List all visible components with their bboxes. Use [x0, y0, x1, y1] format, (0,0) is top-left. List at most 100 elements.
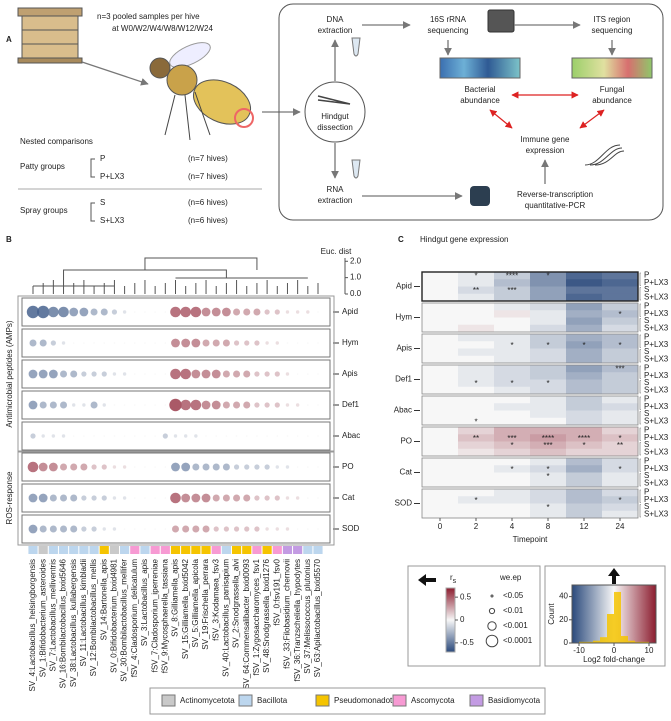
group-label: S+LX3 [644, 478, 669, 487]
phylum-cell [303, 546, 313, 554]
correlation-bubble [192, 525, 200, 533]
heat-cell [494, 496, 531, 504]
heat-cell [422, 293, 459, 302]
correlation-bubble [264, 371, 270, 377]
hist-bar [635, 641, 642, 643]
correlation-bubble [154, 342, 156, 344]
heat-cell [566, 334, 603, 342]
correlation-bubble [295, 403, 300, 407]
workflow-text: Hindgut [321, 112, 349, 121]
correlation-bubble [69, 307, 79, 317]
heat-cell [422, 510, 459, 519]
correlation-bubble [164, 528, 167, 530]
taxon-label: SV_8:Gilliamella_apis [171, 559, 180, 637]
phylum-cell [130, 546, 140, 554]
workflow-text: RNA [327, 185, 345, 194]
heat-cell [494, 417, 531, 426]
hist-y-label: Count [547, 603, 556, 625]
correlation-bubble [191, 493, 201, 503]
correlation-bubble [233, 308, 241, 316]
correlation-bubble [164, 311, 167, 313]
correlation-bubble [190, 399, 202, 411]
bee-leg [184, 94, 191, 141]
gene-row-box [21, 452, 331, 482]
correlation-bubble [274, 402, 280, 408]
correlation-bubble [222, 370, 230, 378]
correlation-bubble [39, 401, 47, 409]
heat-cell [458, 410, 495, 419]
heat-cell [494, 379, 531, 388]
significance: **** [542, 434, 554, 443]
group-label: P+LX3 [644, 464, 669, 473]
correlation-bubble [212, 463, 220, 471]
correlation-bubble [254, 464, 260, 470]
correlation-bubble [72, 342, 75, 344]
correlation-bubble [285, 527, 290, 531]
heat-cell [422, 503, 459, 512]
heat-cell [566, 479, 603, 488]
heat-cell [422, 417, 459, 426]
heat-cell [530, 310, 567, 318]
phylum-cell [160, 546, 170, 554]
heat-cell [422, 365, 459, 373]
heat-cell [602, 458, 639, 466]
significance: * [474, 272, 477, 281]
heat-cell [422, 379, 459, 388]
weep-level: <0.0001 [503, 636, 533, 645]
correlation-bubble [244, 340, 250, 346]
correlation-bubble [133, 497, 136, 499]
significance: ** [473, 434, 479, 443]
significance: * [474, 496, 477, 505]
gene-row-box [21, 483, 331, 513]
workflow-text: 16S rRNA [430, 15, 467, 24]
group-label: S [644, 409, 649, 418]
up-arrow [608, 568, 620, 584]
correlation-bubble [317, 311, 319, 313]
heat-cell [602, 324, 639, 333]
hist-x-tick-label: 10 [645, 646, 654, 655]
correlation-bubble [60, 525, 68, 533]
correlation-bubble [91, 371, 97, 377]
hist-x-tick-label: -10 [573, 646, 585, 655]
correlation-bubble [49, 401, 57, 409]
workflow-text: dissection [317, 123, 353, 132]
heat-cell [530, 496, 567, 504]
significance: * [510, 341, 513, 350]
heat-cell [458, 324, 495, 333]
correlation-bubble [317, 373, 319, 375]
correlation-bubble [133, 342, 136, 344]
correlation-bubble [60, 463, 68, 471]
correlation-bubble [194, 434, 198, 438]
correlation-bubble [285, 310, 290, 314]
correlation-bubble [39, 525, 47, 533]
correlation-bubble [171, 462, 180, 472]
phylum-cell [69, 546, 79, 554]
correlation-bubble [295, 310, 300, 314]
gene-label: Abac [342, 431, 360, 440]
correlation-bubble [244, 464, 250, 470]
correlation-bubble [201, 493, 211, 503]
heat-cell [494, 479, 531, 488]
heat-cell [422, 386, 459, 395]
heat-cell [458, 496, 495, 504]
gene-label: Apis [396, 344, 412, 353]
workflow-text: sequencing [592, 26, 633, 35]
taxon-label: SV_30:Bombilactobacillus_mellifer [120, 559, 129, 682]
correlation-bubble [154, 435, 156, 437]
significance: * [546, 472, 549, 481]
heat-cell [458, 417, 495, 426]
heat-cell [530, 403, 567, 411]
group-bracket [639, 303, 641, 332]
correlation-bubble [49, 494, 57, 502]
heat-cell [602, 386, 639, 395]
group-label: P+LX3 [644, 402, 669, 411]
correlation-bubble [212, 494, 220, 502]
heat-cell [458, 434, 495, 442]
correlation-bubble [90, 308, 98, 316]
correlation-bubble [233, 340, 240, 346]
correlation-bubble [72, 435, 75, 437]
heat-cell [602, 272, 639, 280]
group-item: P+LX3 [100, 172, 125, 181]
gene-block-border [421, 457, 639, 488]
correlation-bubble [28, 400, 38, 410]
